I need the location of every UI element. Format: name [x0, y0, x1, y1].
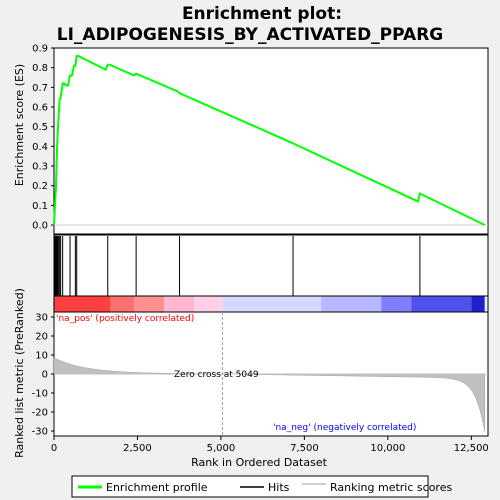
x-tick-label: 0 — [51, 443, 57, 454]
ranked-y-tick-label: -30 — [32, 427, 48, 438]
es-y-tick-label: 0.8 — [32, 63, 48, 74]
es-y-tick-label: 0.0 — [32, 221, 48, 232]
legend-hits: Hits — [268, 481, 290, 494]
ranked-y-axis: -30 -20 -10 0 10 20 30 — [32, 313, 54, 438]
es-y-tick-label: 0.7 — [32, 83, 48, 94]
neg-label: 'na_neg' (negatively correlated) — [273, 423, 416, 433]
rank-color-bar — [53, 295, 489, 313]
ranking-metric-area — [53, 357, 488, 432]
hits-group — [54, 236, 421, 296]
chart-title-line1: Enrichment plot: — [182, 4, 342, 24]
ranked-y-tick-label: -20 — [32, 408, 48, 419]
x-axis-label: Rank in Ordered Dataset — [191, 456, 328, 469]
x-axis: 0 2,500 5,000 7,500 10,000 12,500 — [51, 436, 489, 454]
color-bar-segment — [411, 296, 472, 312]
x-tick-label: 10,000 — [370, 443, 405, 454]
es-panel — [53, 47, 489, 235]
es-y-tick-label: 0.5 — [32, 122, 48, 133]
color-bar-segment — [194, 296, 223, 312]
es-y-tick-label: 0.9 — [32, 44, 48, 55]
ranked-y-tick-label: 20 — [35, 332, 48, 343]
color-bar-segment — [110, 296, 135, 312]
x-tick-label: 7,500 — [290, 443, 319, 454]
es-y-tick-label: 0.1 — [32, 201, 48, 212]
color-bar-segment — [134, 296, 165, 312]
chart-title-line2: LI_ADIPOGENESIS_BY_ACTIVATED_PPARG — [57, 25, 444, 45]
color-bar-segment — [471, 296, 485, 312]
legend-enrichment-profile: Enrichment profile — [106, 481, 208, 494]
ranked-y-tick-label: 10 — [35, 351, 48, 362]
es-y-tick-label: 0.4 — [32, 142, 48, 153]
ranking-metric-scores — [53, 357, 485, 432]
es-y-tick-label: 0.2 — [32, 181, 48, 192]
hits-panel — [53, 234, 489, 297]
ranked-y-tick-label: 0 — [42, 370, 48, 381]
color-bar-segment — [381, 296, 412, 312]
x-tick-label: 2,500 — [123, 443, 152, 454]
color-bar-segment — [164, 296, 195, 312]
ranked-y-label: Ranked list metric (PreRanked) — [13, 288, 26, 458]
ranked-y-tick-label: 30 — [35, 313, 48, 324]
enrichment-profile-line — [53, 54, 486, 226]
es-y-tick-label: 0.6 — [32, 103, 48, 114]
ranked-y-tick-label: -10 — [32, 389, 48, 400]
color-bar-segment — [54, 296, 111, 312]
x-tick-label: 12,500 — [454, 443, 489, 454]
pos-label: 'na_pos' (positively correlated) — [56, 314, 194, 324]
color-bar-segment — [321, 296, 382, 312]
es-y-tick-label: 0.3 — [32, 162, 48, 173]
zero-cross-label: Zero cross at 5049 — [174, 370, 259, 380]
es-y-label: Enrichment score (ES) — [13, 64, 26, 186]
color-bar-segment — [222, 296, 322, 312]
x-tick-label: 5,000 — [207, 443, 236, 454]
es-y-axis: 0.0 0.1 0.2 0.3 0.4 0.5 0.6 0.7 0.8 0.9 — [32, 44, 54, 232]
legend-ranking-metric: Ranking metric scores — [330, 481, 452, 494]
